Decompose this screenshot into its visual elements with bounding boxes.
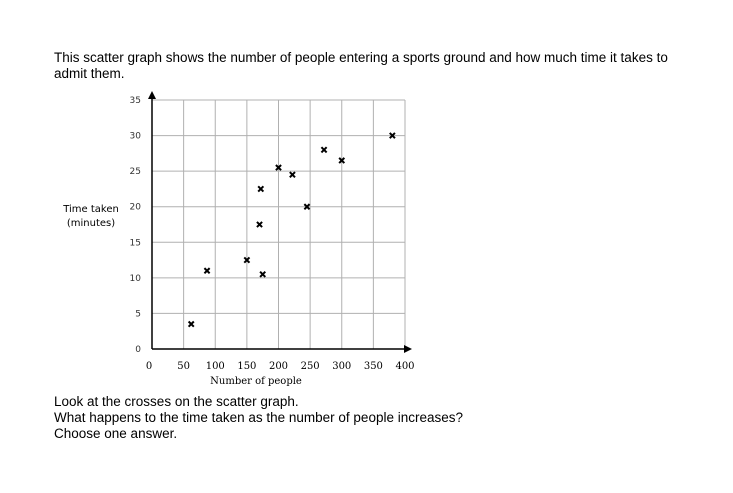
question-line-1: Look at the crosses on the scatter graph… xyxy=(54,394,299,409)
y-tick-label: 10 xyxy=(130,274,142,284)
x-axis-label: Number of people xyxy=(210,376,302,387)
question-line-2: What happens to the time taken as the nu… xyxy=(54,410,464,425)
cross-stroke xyxy=(203,267,211,275)
cross-stroke xyxy=(257,185,265,193)
x-tick-label: 50 xyxy=(177,361,190,372)
cross-stroke xyxy=(275,164,282,171)
y-axis-label: Time taken (minutes) xyxy=(62,203,120,231)
data-point-cross xyxy=(320,146,328,154)
data-point-cross xyxy=(203,267,211,275)
y-tick-label: 20 xyxy=(130,203,142,213)
x-tick-label: 350 xyxy=(364,361,383,372)
y-axis-arrow xyxy=(148,91,156,99)
x-tick-label: 200 xyxy=(269,361,288,372)
data-point-cross xyxy=(243,256,251,264)
y-tick-label: 25 xyxy=(130,167,141,177)
y-axis-label-line-2: (minutes) xyxy=(66,218,116,229)
question-line-3: Choose one answer. xyxy=(54,426,178,441)
data-point-cross xyxy=(187,320,195,328)
cross-stroke xyxy=(259,270,266,278)
intro-line-1: This scatter graph shows the number of p… xyxy=(54,50,668,65)
x-tick-label: 150 xyxy=(237,361,256,372)
intro-text: This scatter graph shows the number of p… xyxy=(54,50,694,82)
x-tick-label: 250 xyxy=(301,361,320,372)
data-point-cross xyxy=(259,270,266,278)
cross-stroke xyxy=(187,320,195,328)
data-point-cross xyxy=(289,171,296,179)
cross-stroke xyxy=(289,171,296,179)
intro-line-2: admit them. xyxy=(54,66,125,81)
data-point-cross xyxy=(303,203,311,211)
data-point-cross xyxy=(257,185,265,193)
data-point-cross xyxy=(256,221,263,228)
y-tick-label: 35 xyxy=(130,96,141,106)
y-tick-label: 30 xyxy=(130,132,142,142)
x-axis-arrow xyxy=(404,345,412,353)
question-text: Look at the crosses on the scatter graph… xyxy=(54,394,694,442)
data-point-cross xyxy=(338,157,346,164)
x-tick-label: 100 xyxy=(206,361,225,372)
y-tick-label: 15 xyxy=(130,238,141,248)
x-tick-label: 400 xyxy=(395,361,414,372)
x-tick-label: 300 xyxy=(332,361,351,372)
cross-stroke xyxy=(303,203,311,211)
cross-stroke xyxy=(243,256,251,264)
data-point-cross xyxy=(275,164,282,171)
cross-stroke xyxy=(320,146,328,154)
cross-stroke xyxy=(338,157,346,164)
cross-stroke xyxy=(256,221,263,228)
data-point-cross xyxy=(389,132,396,139)
x-tick-label: 0 xyxy=(146,361,152,372)
y-axis-label-line-1: Time taken xyxy=(63,204,119,215)
y-tick-label: 5 xyxy=(135,309,141,319)
cross-stroke xyxy=(389,132,396,139)
y-tick-label: 0 xyxy=(135,345,141,355)
